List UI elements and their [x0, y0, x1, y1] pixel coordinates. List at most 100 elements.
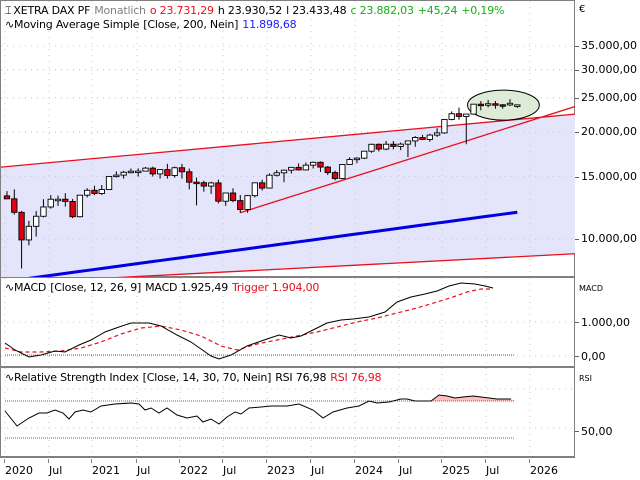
candle	[514, 104, 521, 107]
time-tick-label: Jul	[137, 464, 151, 477]
candle	[244, 195, 251, 210]
time-tick-label: Jul	[399, 464, 413, 477]
rsi-legend: ∿Relative Strength Index [Close, 14, 30, …	[5, 371, 385, 384]
candle	[178, 167, 186, 173]
candle	[237, 200, 244, 210]
time-tick-mark	[441, 459, 442, 463]
candle	[62, 198, 69, 202]
rsi-panel[interactable]: ∿Relative Strength Index [Close, 14, 30, …	[0, 368, 575, 458]
indicator-icon: ∿	[5, 18, 15, 31]
candle	[40, 206, 47, 217]
macd-tick-mark	[575, 356, 579, 357]
candle	[105, 175, 113, 190]
candle	[484, 103, 492, 106]
candle	[280, 169, 288, 174]
macd-line	[4, 282, 494, 360]
candle	[91, 189, 98, 195]
trigger-value: Trigger 1.904,00	[232, 281, 320, 294]
time-tick-mark	[222, 459, 223, 463]
candle	[390, 143, 397, 147]
candle	[412, 137, 419, 142]
price-legend: ⌶ XETRA DAX PF Monatlich o 23.731,29 h 23.93…	[5, 4, 508, 17]
macd-chart	[1, 278, 575, 366]
candle	[54, 198, 62, 202]
period-label: Monatlich	[94, 4, 146, 17]
candle	[47, 198, 54, 208]
candle	[251, 182, 259, 197]
candle	[353, 157, 361, 161]
indicator-icon: ∿	[5, 371, 15, 384]
candle	[76, 194, 84, 218]
candle	[470, 103, 477, 115]
macd-axis-title: MACD	[579, 284, 603, 293]
candle	[3, 195, 11, 200]
ma-name: Moving Average Simple	[14, 18, 140, 31]
rsi-line	[4, 394, 511, 427]
candle	[346, 159, 353, 165]
price-tick-mark	[575, 176, 579, 178]
candle	[98, 189, 105, 195]
price-panel[interactable]: ⌶ XETRA DAX PF Monatlich o 23.731,29 h 23.93…	[0, 0, 575, 278]
moving-average-line	[27, 210, 518, 277]
candlestick-icon: ⌶	[5, 4, 12, 17]
candle	[69, 201, 76, 218]
time-tick-label: Jul	[486, 464, 500, 477]
candle	[113, 174, 120, 178]
price-tick-label: 25.000,00	[581, 90, 637, 104]
rsi-value-2: RSI 76,98	[330, 371, 382, 384]
rsi-value: RSI 76,98	[275, 371, 327, 384]
price-tick-label: 15.000,00	[581, 169, 637, 183]
candle	[477, 103, 484, 107]
candle	[142, 167, 149, 172]
candle	[120, 171, 127, 176]
time-tick-mark	[4, 459, 5, 463]
candlestick-chart	[1, 1, 575, 277]
price-tick-label: 10.000,00	[581, 232, 637, 245]
channel-upper-line	[1, 113, 575, 168]
time-tick-mark	[48, 459, 49, 463]
time-tick-mark	[310, 459, 311, 463]
candle	[207, 182, 215, 187]
candle	[361, 150, 368, 159]
macd-panel[interactable]: ∿MACD [Close, 12, 26, 9] MACD 1.925,49 Trig…	[0, 278, 575, 368]
candle	[339, 164, 346, 179]
change-pct-value: +0,19%	[461, 4, 505, 17]
time-tick-mark	[485, 459, 486, 463]
candle	[84, 189, 91, 196]
time-tick-label: 2024	[355, 464, 383, 477]
candle	[397, 143, 404, 147]
candle	[288, 166, 295, 171]
time-tick-label: Jul	[223, 464, 237, 477]
candle	[229, 192, 237, 202]
rsi-tick-50: 50,00	[581, 425, 613, 438]
candle	[215, 182, 222, 202]
candle	[222, 192, 229, 202]
support-line	[240, 105, 575, 214]
channel-lower-line	[115, 253, 575, 277]
candle	[448, 113, 455, 120]
candle	[331, 172, 339, 179]
candle	[463, 113, 470, 117]
low-value: l 23.433,48	[286, 4, 347, 17]
time-tick-mark	[136, 459, 137, 463]
candle	[295, 166, 302, 171]
rsi-params: [Close, 14, 30, 70, Nein]	[142, 371, 272, 384]
candle	[164, 169, 171, 176]
time-tick-label: 2025	[442, 464, 470, 477]
close-value: c 23.882,03	[350, 4, 414, 17]
time-tick-mark	[266, 459, 267, 463]
candle	[193, 181, 200, 185]
candle	[259, 182, 266, 189]
time-tick-mark	[354, 459, 355, 463]
price-tick-mark	[575, 239, 579, 240]
candle	[426, 134, 433, 140]
candle	[310, 161, 317, 166]
time-tick-label: Jul	[311, 464, 325, 477]
ma-legend: ∿Moving Average Simple [Close, 200, Nein]…	[5, 18, 300, 31]
candle	[499, 104, 506, 107]
macd-legend: ∿MACD [Close, 12, 26, 9] MACD 1.925,49 Trig…	[5, 281, 323, 294]
candle	[455, 113, 463, 117]
candle	[11, 198, 18, 213]
ma-value: 11.898,68	[242, 18, 297, 31]
price-tick-mark	[575, 132, 579, 134]
